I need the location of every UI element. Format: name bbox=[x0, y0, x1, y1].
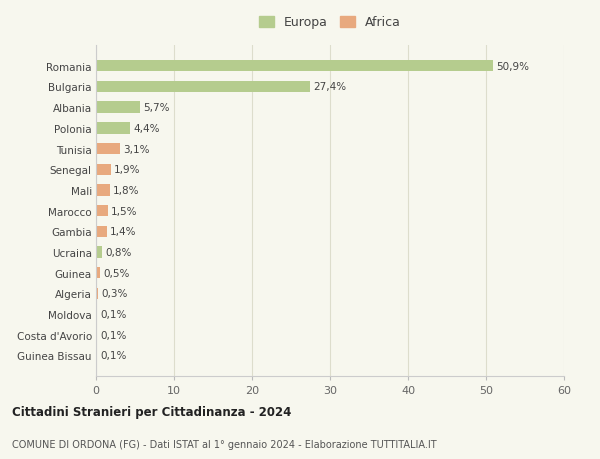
Text: 4,4%: 4,4% bbox=[133, 123, 160, 134]
Text: 0,1%: 0,1% bbox=[100, 330, 126, 340]
Text: COMUNE DI ORDONA (FG) - Dati ISTAT al 1° gennaio 2024 - Elaborazione TUTTITALIA.: COMUNE DI ORDONA (FG) - Dati ISTAT al 1°… bbox=[12, 440, 437, 449]
Bar bbox=[96, 123, 130, 134]
Bar bbox=[96, 164, 111, 175]
Bar bbox=[96, 61, 493, 72]
Bar bbox=[96, 288, 98, 299]
Text: 3,1%: 3,1% bbox=[124, 144, 150, 154]
Text: 0,8%: 0,8% bbox=[106, 247, 132, 257]
Bar bbox=[96, 144, 120, 155]
Text: 27,4%: 27,4% bbox=[313, 82, 346, 92]
Text: 0,1%: 0,1% bbox=[100, 351, 126, 361]
Bar bbox=[96, 247, 102, 258]
Bar bbox=[96, 102, 140, 113]
Text: Cittadini Stranieri per Cittadinanza - 2024: Cittadini Stranieri per Cittadinanza - 2… bbox=[12, 405, 292, 419]
Bar bbox=[96, 82, 310, 93]
Text: 1,9%: 1,9% bbox=[114, 165, 140, 175]
Bar bbox=[96, 226, 107, 237]
Bar bbox=[96, 206, 108, 217]
Text: 0,3%: 0,3% bbox=[101, 289, 128, 299]
Text: 1,4%: 1,4% bbox=[110, 227, 137, 237]
Bar bbox=[96, 330, 97, 341]
Text: 0,1%: 0,1% bbox=[100, 309, 126, 319]
Text: 1,5%: 1,5% bbox=[111, 206, 137, 216]
Bar bbox=[96, 268, 100, 279]
Text: 5,7%: 5,7% bbox=[143, 103, 170, 113]
Text: 50,9%: 50,9% bbox=[496, 62, 529, 72]
Legend: Europa, Africa: Europa, Africa bbox=[255, 12, 405, 33]
Bar bbox=[96, 350, 97, 361]
Text: 0,5%: 0,5% bbox=[103, 268, 130, 278]
Text: 1,8%: 1,8% bbox=[113, 185, 140, 196]
Bar bbox=[96, 309, 97, 320]
Bar bbox=[96, 185, 110, 196]
